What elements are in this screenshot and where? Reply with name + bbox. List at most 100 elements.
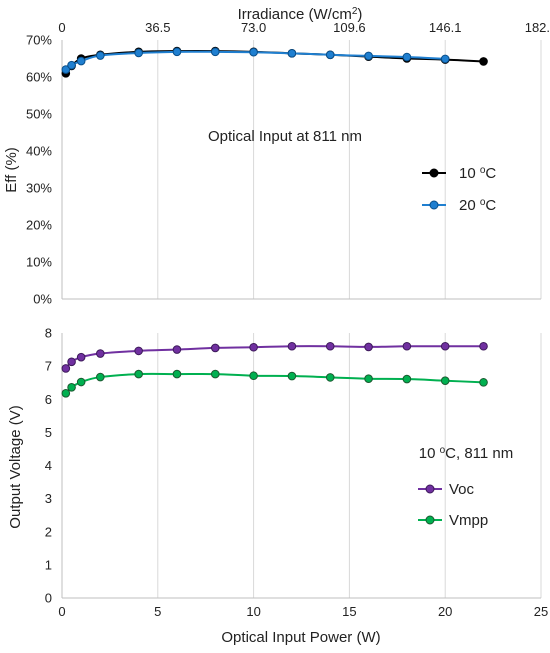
efficiency-series: [61, 46, 488, 78]
data-point-vmpp: [210, 369, 220, 379]
y-tick-label: 8: [45, 326, 52, 341]
data-point-20-c: [402, 52, 412, 62]
data-point-10-c: [479, 57, 488, 66]
voltage-x-ticks: 0 5 10 15 20 25: [58, 604, 548, 619]
top-axis-tick-label: 109.6: [333, 20, 366, 35]
top-axis-tick-label: 73.0: [241, 20, 266, 35]
voltage-series: [61, 341, 488, 398]
y-tick-label: 5: [45, 425, 52, 440]
legend-label-10c: 10 oC: [459, 165, 496, 183]
data-point-vmpp: [76, 377, 86, 387]
legend-item-voc: Voc: [418, 481, 475, 498]
data-point-voc: [67, 357, 76, 367]
legend-label-20c: 20 oC: [459, 197, 496, 215]
data-point-vmpp: [96, 372, 105, 382]
data-point-voc: [249, 342, 258, 352]
data-point-20-c: [364, 51, 373, 61]
x-tick-label: 25: [534, 604, 548, 619]
data-point-vmpp: [134, 369, 143, 379]
voltage-gridlines: [61, 333, 542, 599]
data-point-vmpp: [287, 371, 297, 381]
data-point-voc: [440, 341, 450, 351]
data-point-voc: [364, 342, 373, 352]
data-point-vmpp: [325, 373, 335, 382]
data-point-voc: [479, 341, 488, 351]
series-line-voc: [65, 345, 484, 370]
top-gridlines: [61, 40, 542, 300]
data-point-20-c: [134, 48, 143, 58]
data-point-voc: [402, 341, 412, 351]
efficiency-y-title: Eff (%): [3, 147, 20, 193]
y-tick-label: 4: [45, 458, 52, 473]
legend-marker-20c: [429, 200, 439, 210]
y-tick-label: 70%: [26, 33, 52, 48]
voltage-x-title: Optical Input Power (W): [221, 629, 380, 646]
data-point-20-c: [67, 60, 76, 70]
y-tick-label: 2: [45, 524, 52, 539]
data-point-20-c: [287, 49, 297, 58]
efficiency-y-ticks: 0% 10% 20% 30% 40% 50% 60% 70%: [26, 33, 52, 307]
data-point-20-c: [96, 51, 105, 60]
legend-item-20c: 20 oC: [422, 197, 496, 215]
data-point-vmpp: [364, 374, 373, 384]
data-point-20-c: [172, 47, 182, 57]
data-point-vmpp: [67, 383, 76, 392]
x-tick-label: 5: [154, 604, 161, 619]
voltage-y-title: Output Voltage (V): [7, 405, 24, 528]
data-point-vmpp: [479, 378, 488, 387]
x-tick-label: 0: [58, 604, 65, 619]
y-tick-label: 20%: [26, 218, 52, 233]
legend-item-10c: 10 oC: [422, 165, 496, 183]
y-tick-label: 30%: [26, 181, 52, 196]
data-point-20-c: [440, 54, 450, 64]
y-tick-label: 40%: [26, 144, 52, 159]
data-point-vmpp: [440, 376, 450, 386]
efficiency-chart: Irradiance (W/cm2) 0 36.5 73.0 109.6 146.1 18…: [3, 6, 550, 307]
data-point-voc: [96, 349, 105, 358]
data-point-vmpp: [249, 371, 258, 381]
y-tick-label: 10%: [26, 255, 52, 270]
top-axis-tick-label: 0: [58, 20, 65, 35]
y-tick-label: 0: [45, 591, 52, 606]
data-point-20-c: [249, 47, 258, 57]
top-axis-tick-label: 182.6: [525, 20, 550, 35]
data-point-voc: [325, 341, 335, 351]
data-point-voc: [172, 345, 182, 354]
legend-marker-voc: [425, 484, 435, 494]
efficiency-legend: 10 oC 20 oC: [422, 165, 496, 215]
top-axis-ticks: 0 36.5 73.0 109.6 146.1 182.6: [58, 20, 550, 35]
legend-item-vmpp: Vmpp: [418, 512, 488, 529]
data-point-vmpp: [172, 369, 182, 379]
efficiency-annotation: Optical Input at 811 nm: [208, 128, 362, 145]
top-axis-tick-label: 36.5: [145, 20, 170, 35]
y-tick-label: 3: [45, 491, 52, 506]
data-point-vmpp: [61, 388, 71, 398]
data-point-voc: [134, 346, 143, 356]
y-tick-label: 0%: [33, 292, 52, 307]
y-tick-label: 6: [45, 392, 52, 407]
data-point-20-c: [210, 47, 220, 57]
y-tick-label: 1: [45, 557, 52, 572]
x-tick-label: 10: [246, 604, 260, 619]
voltage-y-ticks: 0 1 2 3 4 5 6 7 8: [45, 326, 52, 606]
data-point-20-c: [76, 56, 86, 66]
top-axis-tick-label: 146.1: [429, 20, 462, 35]
data-point-20-c: [61, 65, 71, 74]
legend-marker-vmpp: [425, 515, 435, 525]
series-line-vmpp: [65, 372, 484, 394]
voltage-annotation: 10 oC, 811 nm: [419, 445, 514, 463]
legend-marker-10c: [429, 168, 439, 178]
legend-label-vmpp: Vmpp: [449, 512, 488, 529]
data-point-voc: [210, 343, 220, 353]
y-tick-label: 7: [45, 359, 52, 374]
data-point-voc: [61, 364, 71, 373]
y-tick-label: 50%: [26, 107, 52, 122]
data-point-vmpp: [402, 374, 412, 384]
x-tick-label: 15: [342, 604, 356, 619]
voltage-legend: Voc Vmpp: [418, 481, 488, 529]
y-tick-label: 60%: [26, 70, 52, 85]
x-tick-label: 20: [438, 604, 452, 619]
top-axis-title: Irradiance (W/cm2): [238, 6, 363, 24]
